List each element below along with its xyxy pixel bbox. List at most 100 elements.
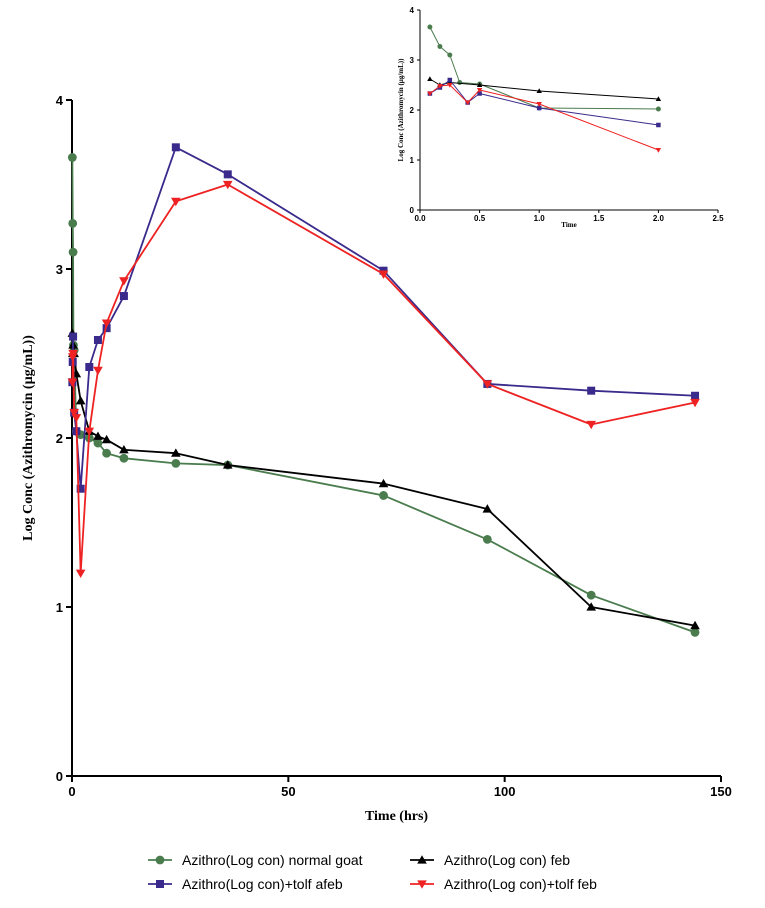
data-point xyxy=(119,445,129,454)
series-line xyxy=(429,84,659,151)
data-point xyxy=(67,378,78,388)
data-point xyxy=(85,363,94,372)
x-tick-label: 150 xyxy=(710,784,732,799)
data-point xyxy=(378,478,389,488)
y-tick-label: 0 xyxy=(56,769,63,784)
data-point xyxy=(93,431,103,440)
y-tick-label: 2 xyxy=(410,106,415,115)
data-point xyxy=(71,414,82,423)
y-tick-label: 4 xyxy=(410,6,415,15)
legend-marker xyxy=(417,855,427,864)
data-point xyxy=(69,332,78,341)
data-point xyxy=(84,427,95,437)
data-point xyxy=(457,80,463,85)
data-point xyxy=(68,349,78,359)
data-point xyxy=(171,448,181,457)
data-point xyxy=(101,434,112,444)
data-point xyxy=(222,460,233,469)
data-point xyxy=(171,197,181,207)
series-azithro-log-con-tolf-afeb xyxy=(68,143,700,493)
legend-marker xyxy=(155,855,165,865)
x-axis-title: Time xyxy=(561,221,576,229)
y-tick-label: 1 xyxy=(56,600,63,615)
legend-entry-azithro-log-con-tolf-feb: Azithro(Log con)+tolf feb xyxy=(410,876,597,892)
data-point xyxy=(437,83,443,89)
data-point xyxy=(427,91,433,97)
data-point xyxy=(67,153,77,162)
legend-label: Azithro(Log con)+tolf afeb xyxy=(182,876,343,892)
legend: Azithro(Log con) normal goat Azithro(Log … xyxy=(148,852,597,892)
data-point xyxy=(536,88,542,94)
y-tick-label: 2 xyxy=(56,431,63,446)
data-point xyxy=(378,270,389,279)
data-point xyxy=(102,324,111,333)
data-point xyxy=(476,82,483,88)
data-point xyxy=(691,391,700,400)
x-tick-label: 0.0 xyxy=(414,214,426,223)
data-point xyxy=(586,602,596,611)
data-point xyxy=(536,101,542,107)
data-point xyxy=(476,87,483,93)
x-axis-title: Time (hrs) xyxy=(365,809,428,824)
data-point xyxy=(222,180,233,190)
data-point xyxy=(427,76,433,82)
data-point xyxy=(223,170,232,179)
series-line xyxy=(71,183,696,575)
legend-label: Azithro(Log con) normal goat xyxy=(182,852,363,868)
series-azithro-log-con-tolf-feb xyxy=(427,82,662,153)
y-tick-label: 1 xyxy=(410,156,415,165)
inset-plot: 0.0 0.5 1.0 1.5 2.0 2.5 0 1 2 3 4 Time Log Conc (Azi… xyxy=(397,6,724,229)
x-tick-label: 2.0 xyxy=(653,214,665,223)
data-point xyxy=(119,453,129,463)
series-azithro-log-con-feb xyxy=(67,328,700,630)
y-axis-title: Log Conc (Azithromycin (µg/mL)) xyxy=(397,58,405,162)
y-tick-label: 4 xyxy=(56,93,64,108)
data-point xyxy=(587,386,596,395)
y-tick-label: 3 xyxy=(410,56,415,65)
data-point xyxy=(655,147,662,153)
y-tick-label: 3 xyxy=(56,262,63,277)
x-tick-label: 2.5 xyxy=(712,214,724,223)
x-tick-label: 1.0 xyxy=(534,214,546,223)
series-azithro-log-con-tolf-feb xyxy=(67,180,700,578)
series-line xyxy=(429,79,659,126)
data-point xyxy=(101,319,112,328)
data-point xyxy=(69,409,79,418)
data-point xyxy=(102,448,112,458)
x-tick-label: 0 xyxy=(68,784,75,799)
series-azithro-log-con-tolf-afeb xyxy=(427,77,661,128)
series-azithro-log-con-normal-goat xyxy=(427,24,661,112)
data-point xyxy=(93,366,103,376)
legend-marker xyxy=(417,880,427,889)
data-point xyxy=(437,44,443,49)
x-tick-label: 1.5 xyxy=(593,214,605,223)
data-point xyxy=(482,380,493,389)
data-point xyxy=(68,247,78,257)
data-point xyxy=(76,484,85,493)
series-line xyxy=(429,78,659,100)
data-point xyxy=(75,569,86,578)
data-point xyxy=(93,438,103,448)
data-point xyxy=(75,396,86,405)
data-point xyxy=(427,24,433,30)
data-point xyxy=(482,504,493,513)
data-point xyxy=(586,590,596,600)
legend-label: Azithro(Log con)+tolf feb xyxy=(444,876,597,892)
data-point xyxy=(68,218,78,228)
data-point xyxy=(655,106,661,112)
x-tick-label: 100 xyxy=(494,784,516,799)
series-line xyxy=(71,146,696,490)
series-azithro-log-con-normal-goat xyxy=(67,153,700,637)
data-point xyxy=(171,458,181,468)
legend-entry-azithro-log-con-tolf-afeb: Azithro(Log con)+tolf afeb xyxy=(148,876,343,892)
data-point xyxy=(482,535,492,544)
data-point xyxy=(536,105,542,111)
legend-entry-azithro-log-con-feb: Azithro(Log con) feb xyxy=(410,852,570,868)
data-point xyxy=(93,335,102,344)
data-point xyxy=(447,52,453,58)
data-point xyxy=(119,292,128,301)
data-point xyxy=(656,122,661,128)
data-point xyxy=(464,100,471,106)
data-point xyxy=(655,96,662,102)
